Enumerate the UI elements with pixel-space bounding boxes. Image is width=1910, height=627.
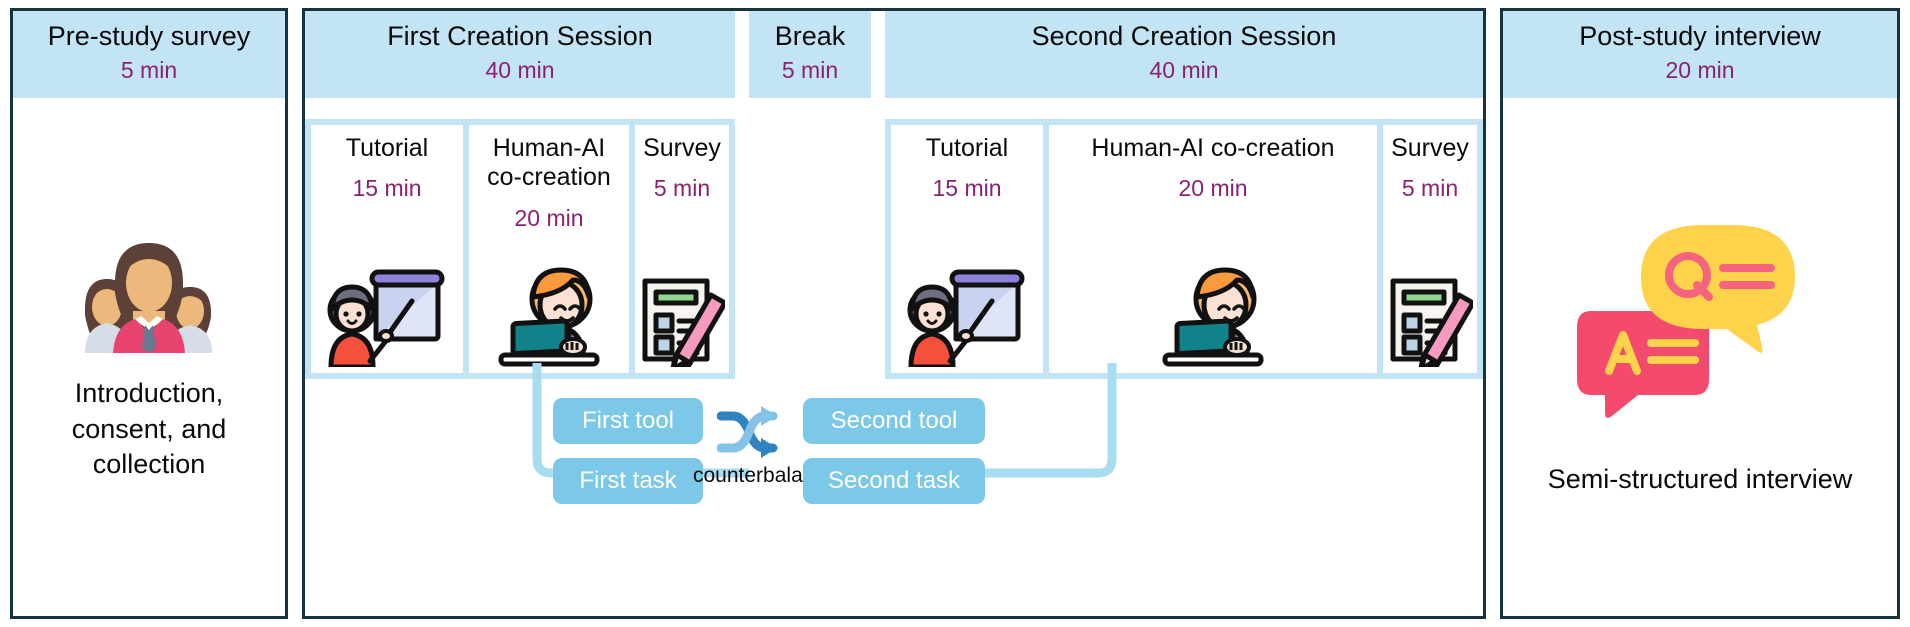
presenter-whiteboard-icon bbox=[326, 257, 448, 367]
first-session-header: First Creation Session 40 min bbox=[305, 11, 735, 98]
pre-study-body: Introduction, consent, and collection bbox=[13, 98, 285, 616]
first-session-title: First Creation Session bbox=[387, 21, 653, 51]
person-laptop-icon bbox=[487, 257, 611, 367]
pre-study-caption: Introduction, consent, and collection bbox=[71, 377, 227, 480]
post-study-header: Post-study interview 20 min bbox=[1503, 11, 1897, 98]
pill-second-tool[interactable]: Second tool bbox=[803, 397, 985, 444]
step-duration: 15 min bbox=[352, 175, 422, 202]
step-duration: 5 min bbox=[1401, 175, 1459, 202]
step-title: Human-AI co-creation bbox=[1091, 133, 1335, 162]
second-cocreation-card: Human-AI co-creation 20 min bbox=[1049, 124, 1377, 373]
clipboard-pencil-icon bbox=[1387, 257, 1473, 367]
second-session-connector bbox=[890, 362, 1117, 478]
sessions-body: Tutorial 15 min bbox=[305, 98, 1483, 616]
counterbalance-label: counterbalance bbox=[693, 463, 837, 487]
second-session-duration: 40 min bbox=[1149, 56, 1219, 83]
step-duration: 15 min bbox=[932, 175, 1002, 202]
creation-sessions-panel: First Creation Session 40 min Break 5 mi… bbox=[302, 8, 1486, 619]
break-header: Break 5 min bbox=[749, 11, 871, 98]
break-duration: 5 min bbox=[781, 56, 839, 83]
post-study-caption: Semi-structured interview bbox=[1547, 463, 1853, 494]
session-step-groups: Tutorial 15 min bbox=[305, 118, 1483, 379]
first-survey-card: Survey 5 min bbox=[635, 124, 729, 373]
pill-first-tool[interactable]: First tool bbox=[553, 397, 703, 444]
first-tutorial-card: Tutorial 15 min bbox=[311, 124, 463, 373]
clipboard-pencil-icon bbox=[639, 257, 725, 367]
step-title: Survey bbox=[643, 133, 721, 162]
step-title: Survey bbox=[1391, 133, 1469, 162]
first-session-steps: Tutorial 15 min bbox=[305, 118, 735, 379]
post-study-duration: 20 min bbox=[1665, 56, 1735, 83]
step-title: Tutorial bbox=[345, 133, 429, 162]
first-session-duration: 40 min bbox=[485, 56, 555, 83]
second-session-header: Second Creation Session 40 min bbox=[885, 11, 1483, 98]
pre-study-title: Pre-study survey bbox=[47, 21, 251, 51]
person-laptop-icon bbox=[1151, 257, 1275, 367]
first-cocreation-card: Human-AI co-creation 20 min bbox=[469, 124, 629, 373]
post-study-title: Post-study interview bbox=[1579, 21, 1821, 51]
first-session-connector bbox=[532, 362, 749, 478]
pill-first-task[interactable]: First task bbox=[553, 457, 703, 504]
break-title: Break bbox=[774, 21, 846, 51]
step-title: Tutorial bbox=[925, 133, 1009, 162]
second-session-title: Second Creation Session bbox=[1031, 21, 1337, 51]
second-survey-card: Survey 5 min bbox=[1383, 124, 1477, 373]
second-tutorial-card: Tutorial 15 min bbox=[891, 124, 1043, 373]
pre-study-header: Pre-study survey 5 min bbox=[13, 11, 285, 98]
step-duration: 20 min bbox=[1178, 175, 1248, 202]
post-study-body: Semi-structured interview bbox=[1503, 98, 1897, 616]
qa-speech-bubbles-icon bbox=[1575, 211, 1825, 436]
pre-study-duration: 5 min bbox=[120, 56, 178, 83]
presenter-whiteboard-icon bbox=[906, 257, 1028, 367]
post-study-panel: Post-study interview 20 min bbox=[1500, 8, 1900, 619]
second-session-steps: Tutorial 15 min bbox=[885, 118, 1483, 379]
shuffle-arrows-icon bbox=[717, 405, 778, 458]
step-duration: 20 min bbox=[514, 204, 584, 231]
people-group-icon bbox=[59, 225, 239, 358]
pre-study-panel: Pre-study survey 5 min bbox=[10, 8, 288, 619]
step-title: Human-AI co-creation bbox=[487, 133, 611, 192]
pill-second-task[interactable]: Second task bbox=[803, 457, 985, 504]
step-duration: 5 min bbox=[653, 175, 711, 202]
session-headers-row: First Creation Session 40 min Break 5 mi… bbox=[305, 11, 1483, 98]
